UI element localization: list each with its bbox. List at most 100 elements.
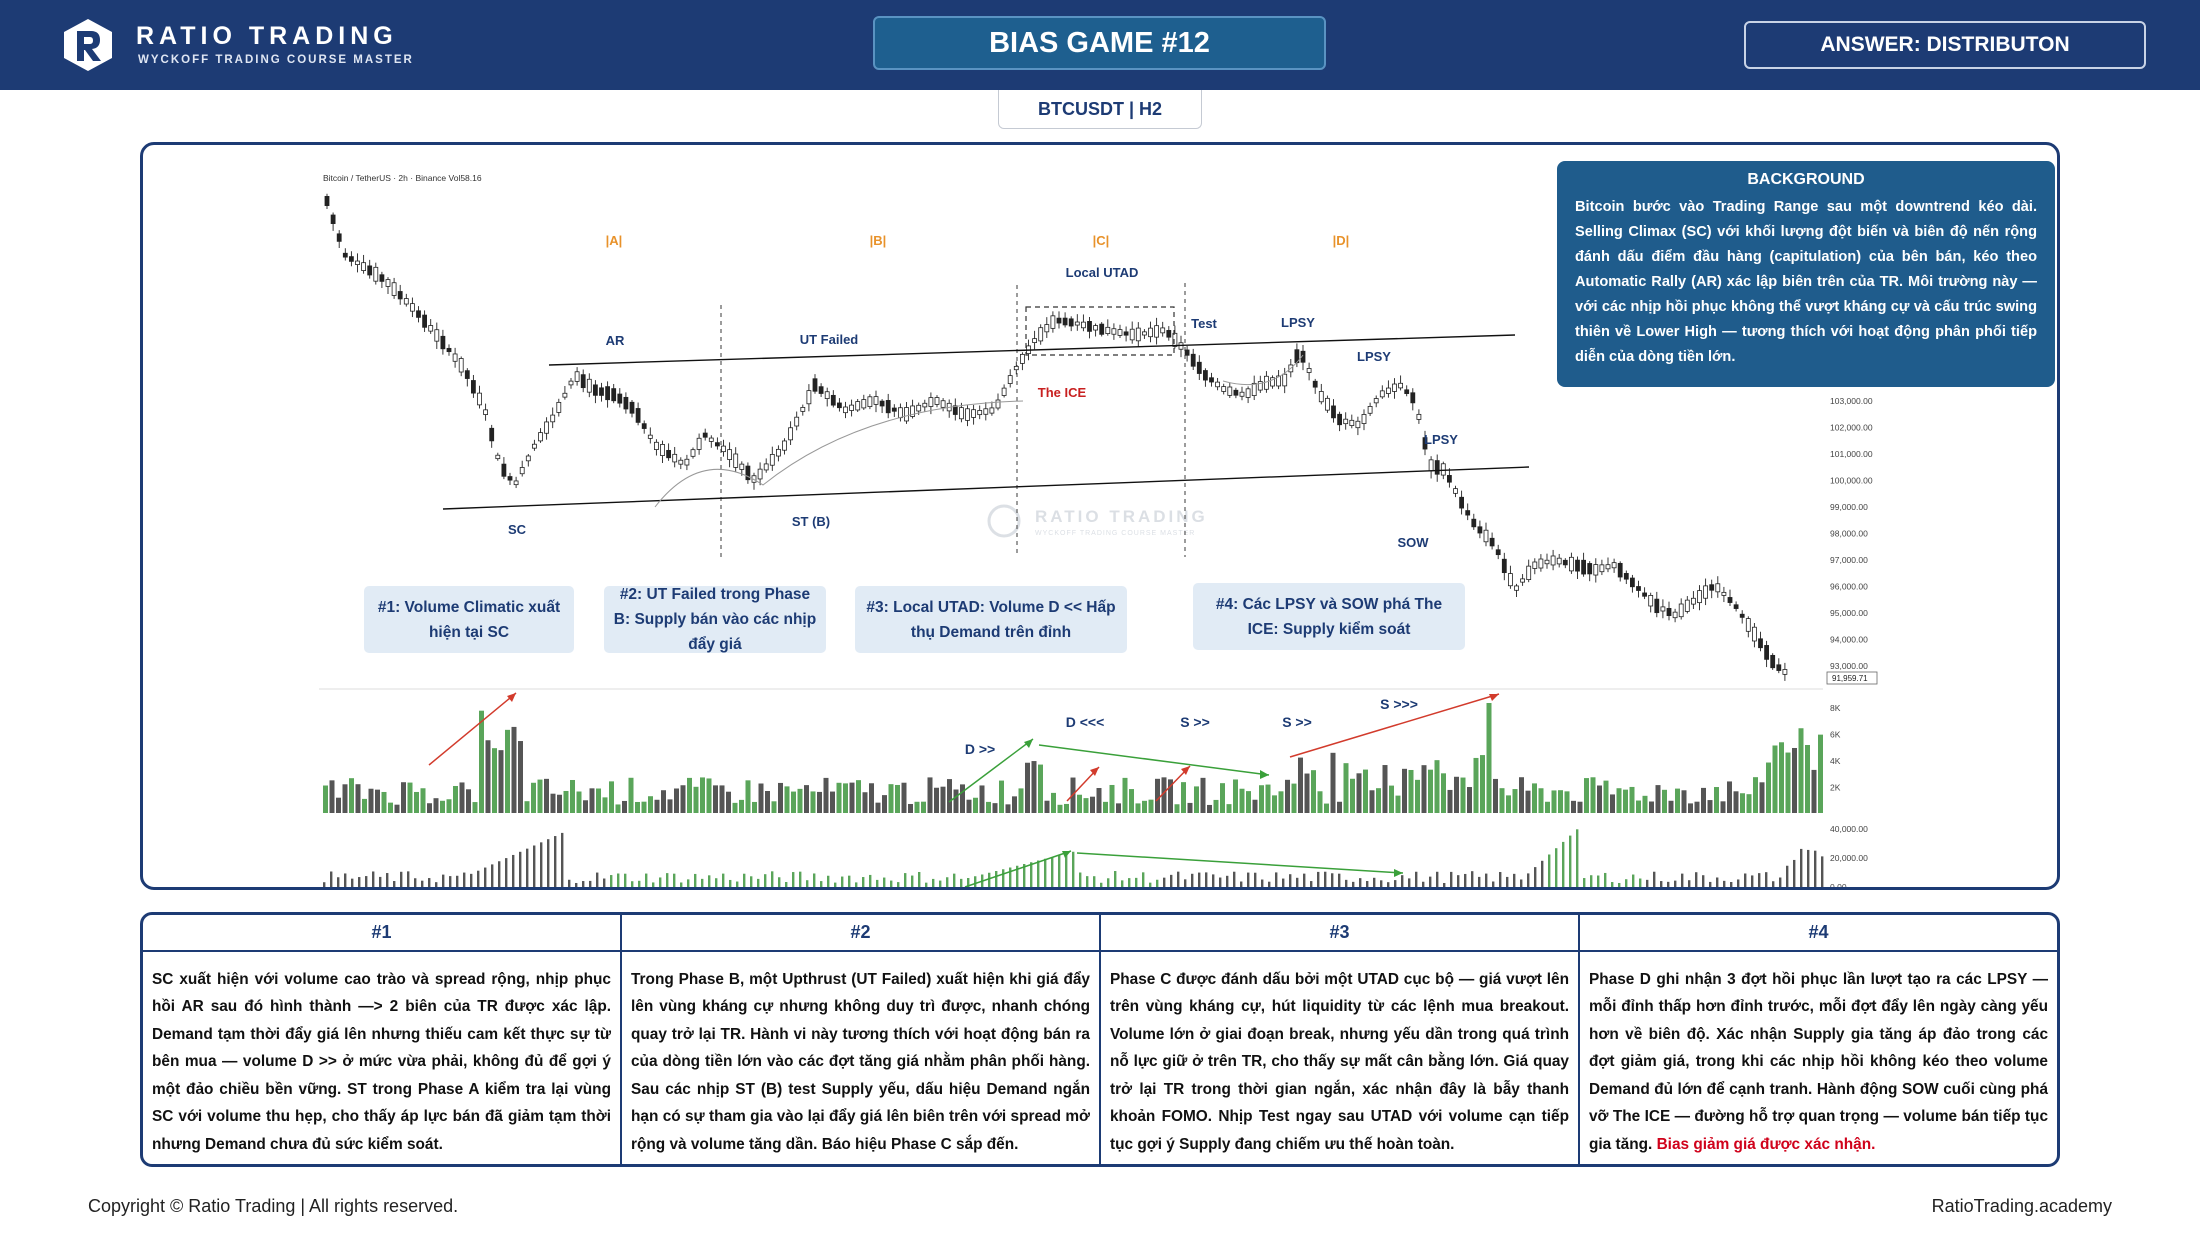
event-label-lpsy-2: LPSY	[1357, 349, 1391, 364]
volume-bar	[1623, 789, 1628, 813]
volume-bar	[420, 788, 426, 813]
last-price-label: 91,959.71	[1832, 674, 1868, 683]
cumulative-volume-bar	[519, 851, 522, 887]
candle-body	[1593, 564, 1599, 576]
cumulative-volume-bar	[1758, 873, 1761, 887]
note-1: #1: Volume Climatic xuất hiện tại SC	[364, 586, 574, 653]
cumulative-volume-bar	[1772, 881, 1775, 887]
event-label-sow: SOW	[1397, 535, 1429, 550]
volume-bar	[544, 778, 549, 813]
cumulative-volume-bar	[638, 880, 641, 887]
volume-bar	[414, 791, 419, 813]
volume-bar	[1506, 795, 1511, 813]
candle-body	[1569, 556, 1574, 572]
cumulative-volume-bar	[1541, 860, 1544, 887]
candle-body	[355, 260, 360, 265]
event-label-local-utad: Local UTAD	[1066, 265, 1139, 280]
website-link[interactable]: RatioTrading.academy	[1931, 1196, 2112, 1216]
volume-bar	[901, 782, 907, 813]
analysis-column-4: #4 Phase D ghi nhận 3 đợt hồi phục lần l…	[1580, 915, 2057, 1164]
volume-bar	[615, 804, 621, 813]
cumulative-volume-bar	[1821, 856, 1824, 887]
volume-bar	[1135, 803, 1141, 813]
candle-body	[1544, 559, 1550, 565]
cumulative-volume-bar	[1009, 867, 1012, 887]
cumulative-volume-bar	[1394, 880, 1397, 887]
cumulative-volume-bar	[1744, 873, 1747, 887]
candle-body	[568, 380, 574, 386]
cumulative-volume-tick-label: 40,000.00	[1830, 824, 1868, 834]
volume-bar	[1103, 801, 1108, 813]
candle-body	[1764, 645, 1769, 660]
candle-body	[324, 196, 330, 206]
volume-bar	[921, 801, 926, 813]
candle-body	[1087, 320, 1092, 332]
candle-body	[538, 432, 543, 442]
candle-body	[1404, 389, 1410, 394]
candle-body	[1410, 392, 1416, 404]
volume-bar	[706, 778, 712, 813]
arrowhead-icon	[1024, 739, 1033, 748]
candle-body	[342, 252, 348, 258]
candle-body	[348, 256, 354, 262]
candle-body	[983, 408, 989, 415]
cumulative-volume-bar	[1317, 871, 1320, 887]
volume-label-d1: D >>	[965, 741, 995, 757]
volume-bar	[1226, 804, 1232, 813]
cumulative-volume-bar	[988, 872, 991, 887]
volume-bar	[1382, 765, 1388, 813]
candle-body	[1422, 437, 1428, 450]
volume-bar	[1343, 763, 1349, 813]
candle-body	[373, 266, 379, 282]
arrowhead-icon	[1181, 766, 1190, 775]
candle-body	[1001, 387, 1007, 396]
cumulative-volume-bar	[589, 880, 592, 887]
cumulative-volume-bar	[1548, 854, 1551, 887]
cumulative-volume-tick-label: 0.00	[1830, 882, 1847, 887]
candle-body	[1727, 597, 1733, 603]
candle-body	[1233, 389, 1239, 396]
volume-bar	[1564, 791, 1570, 813]
candle-body	[635, 408, 641, 423]
cumulative-volume-bar	[1359, 878, 1362, 887]
cumulative-volume-bar	[414, 878, 417, 887]
cumulative-volume-bar	[1037, 860, 1040, 887]
cumulative-volume-bar	[1051, 857, 1054, 887]
cumulative-volume-bar	[330, 871, 333, 887]
candle-body	[1508, 573, 1513, 587]
analysis-table: #1 SC xuất hiện với volume cao trào và s…	[140, 912, 2060, 1167]
volume-bar	[381, 791, 387, 813]
cumulative-volume-bar	[372, 871, 375, 887]
candle-body	[550, 414, 556, 423]
volume-bar	[1740, 793, 1745, 813]
candle-body	[715, 442, 720, 447]
phase-label-c: |C|	[1093, 233, 1110, 248]
candle-body	[647, 434, 653, 439]
cumulative-volume-bar	[1464, 873, 1467, 887]
candle-body	[403, 298, 409, 305]
candle-body	[916, 404, 922, 412]
cumulative-volume-bar	[1205, 872, 1208, 887]
candle-body	[1520, 578, 1525, 583]
candle-body	[391, 282, 397, 296]
volume-bar	[1142, 800, 1147, 813]
cumulative-volume-bar	[365, 876, 368, 887]
event-label-the-ice: The ICE	[1038, 385, 1087, 400]
analysis-column-1: #1 SC xuất hiện với volume cao trào và s…	[143, 915, 622, 1164]
cumulative-volume-bar	[1107, 878, 1110, 887]
cumulative-volume-bar	[715, 878, 718, 887]
candle-body	[629, 401, 635, 414]
cumulative-volume-bar	[820, 881, 823, 887]
cumulative-volume-bar	[624, 873, 627, 887]
volume-bar	[1532, 783, 1537, 813]
candle-body	[660, 444, 665, 456]
candle-body	[1678, 603, 1684, 618]
cumulative-volume-bar	[1681, 873, 1684, 887]
candle-body	[1434, 460, 1440, 475]
candle-body	[965, 408, 970, 421]
accumulation-curve	[654, 400, 1024, 508]
volume-bar	[362, 798, 367, 813]
volume-bar	[713, 785, 718, 813]
volume-bar	[654, 799, 660, 813]
candle-body	[416, 310, 421, 318]
